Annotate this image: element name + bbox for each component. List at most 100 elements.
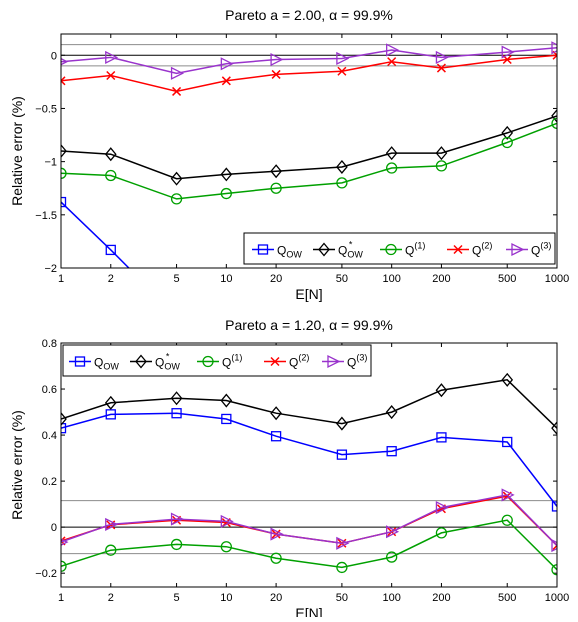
data-point xyxy=(220,514,234,528)
legend-label: QOW xyxy=(277,244,302,260)
x-tick-label: 2 xyxy=(108,592,114,604)
data-point xyxy=(172,311,181,320)
data-point xyxy=(551,564,557,576)
data-point xyxy=(220,541,232,553)
series-line xyxy=(61,47,557,75)
y-tick-label: 0.8 xyxy=(42,338,57,350)
legend-marker xyxy=(318,242,330,257)
chart-title: Pareto a = 2.00, α = 99.9% xyxy=(225,7,393,23)
series-line xyxy=(61,54,557,93)
data-point xyxy=(220,187,232,200)
data-point xyxy=(106,70,116,81)
data-point xyxy=(104,147,117,162)
data-point xyxy=(386,551,398,563)
data-point xyxy=(386,525,400,539)
y-axis-label: Relative error (%) xyxy=(9,410,25,520)
data-point xyxy=(104,395,117,410)
data-point xyxy=(337,66,347,76)
legend-marker xyxy=(453,244,463,255)
data-point xyxy=(386,162,398,174)
series-line xyxy=(61,519,557,571)
data-point xyxy=(435,160,448,172)
y-tick-label: 0.2 xyxy=(42,476,57,488)
data-point xyxy=(61,196,67,208)
y-tick-label: −1.5 xyxy=(35,210,57,222)
legend-item-4: Q(2) xyxy=(447,241,492,258)
x-axis-label: E[N] xyxy=(295,286,322,302)
legend: QOW QOW* Q(1) Q(2) Q(3) xyxy=(62,344,372,377)
legend-item-2: QOW* xyxy=(313,240,363,260)
legend-label: QOW xyxy=(94,356,119,372)
data-point xyxy=(270,406,282,421)
legend-box xyxy=(243,232,556,265)
legend-label: Q(3) xyxy=(347,353,367,370)
data-point xyxy=(386,446,397,457)
series-3 xyxy=(61,117,557,205)
y-tick-label: −0.2 xyxy=(35,568,57,580)
data-point xyxy=(501,136,513,149)
data-point xyxy=(336,159,348,174)
x-tick-label: 5 xyxy=(174,273,180,285)
data-point xyxy=(336,449,348,460)
y-tick-label: 0.4 xyxy=(42,430,57,442)
x-tick-label: 500 xyxy=(498,273,516,285)
data-point xyxy=(501,125,514,140)
series-line xyxy=(61,379,557,429)
data-point xyxy=(270,182,282,194)
data-point xyxy=(270,431,282,442)
data-point xyxy=(336,536,350,550)
data-point xyxy=(551,421,557,436)
data-point xyxy=(272,333,281,342)
legend-item-2: QOW* xyxy=(130,352,180,372)
data-point xyxy=(170,193,183,205)
data-point xyxy=(435,501,449,515)
data-point xyxy=(435,527,448,539)
data-point xyxy=(387,57,397,67)
data-point xyxy=(386,43,400,57)
series-line xyxy=(61,122,557,200)
legend-label: Q(2) xyxy=(289,353,309,370)
data-point xyxy=(436,63,446,73)
data-point xyxy=(385,146,398,161)
x-tick-label: 5 xyxy=(174,592,180,604)
data-point xyxy=(501,45,515,59)
data-point xyxy=(61,167,67,179)
data-point xyxy=(271,69,281,79)
legend-marker xyxy=(202,355,214,368)
x-tick-label: 1 xyxy=(58,273,64,285)
data-point xyxy=(220,57,234,71)
axes-frame xyxy=(60,342,558,588)
x-tick-label: 50 xyxy=(336,592,348,604)
legend-box xyxy=(62,344,372,377)
data-point xyxy=(61,411,67,426)
data-point xyxy=(501,488,515,502)
legend-item-1: QOW xyxy=(252,244,302,260)
legend-marker xyxy=(74,356,86,367)
axes-frame xyxy=(60,33,558,269)
data-point xyxy=(105,169,117,182)
data-point xyxy=(551,501,557,512)
legend-marker xyxy=(385,243,397,256)
y-axis-label: Relative error (%) xyxy=(9,96,25,206)
y-tick-label: 0.6 xyxy=(42,384,57,396)
legend-marker xyxy=(270,356,280,367)
data-point xyxy=(221,413,232,425)
chart-top: 1 2 5 10 20 50 100 200 500 1000 −2 −1.5 −1 −0.5 0 Paret… xyxy=(9,7,569,342)
data-point xyxy=(170,512,185,526)
y-tick-label: −2 xyxy=(44,263,57,275)
legend-marker xyxy=(327,354,341,369)
data-point xyxy=(170,171,183,186)
data-point xyxy=(502,436,513,448)
data-point xyxy=(270,527,284,541)
data-point xyxy=(61,76,66,86)
data-point xyxy=(436,432,447,443)
data-point xyxy=(105,544,117,556)
series-line xyxy=(61,115,557,180)
x-tick-label: 1000 xyxy=(545,273,569,285)
series-4 xyxy=(61,50,557,96)
data-point xyxy=(105,517,119,531)
legend-item-5: Q(3) xyxy=(506,241,551,258)
x-tick-label: 500 xyxy=(498,592,516,604)
series-line xyxy=(61,412,557,507)
